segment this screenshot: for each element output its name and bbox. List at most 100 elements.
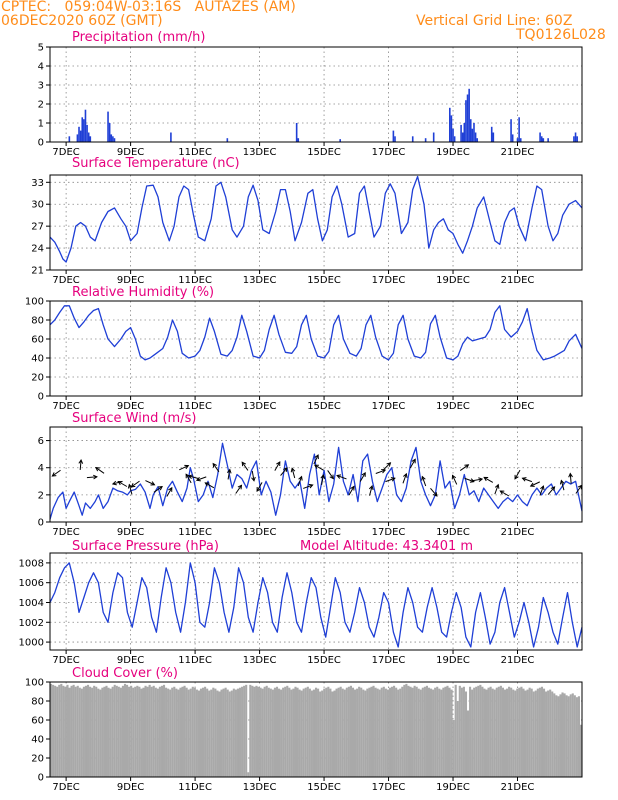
cloud-bar [222,688,225,777]
precip-bar [573,136,575,142]
wind-arrow-shaft [256,482,263,492]
cloud-bar [93,685,96,777]
wind-arrow-shaft [291,468,296,479]
precip-bar [424,138,427,142]
wind-arrow-head [329,474,334,480]
precip-bar [107,111,109,142]
cloud-bar [508,686,511,777]
cloud-bar [442,687,445,777]
wind-arrow-head [237,484,243,490]
cloud-bar [382,686,385,777]
wind-arrow-head [256,487,261,492]
cloud-bar [317,688,320,777]
y-tick-label: 21 [31,266,44,277]
cloud-bar [327,686,330,777]
cloud-bar [376,688,379,777]
wind-arrow-head [320,473,326,479]
cloud-bar [401,686,404,777]
cloud-bar [530,688,533,777]
pres-frame [49,552,583,651]
wind-arrow-head [478,477,484,482]
wind-arrow [51,469,61,477]
cloud-bar [115,685,118,777]
precip-bar [84,109,87,142]
model-code: TQ0126L028 [516,27,606,43]
cloud-bar [95,686,98,777]
x-tick-label: 21DEC [501,147,535,158]
x-tick-label: 19DEC [436,655,470,666]
cloud-bar [292,688,295,777]
wind-arrow [336,474,347,480]
x-tick-label: 15DEC [307,275,341,286]
wind-arrow-head [368,484,374,490]
cloud-bar [130,685,133,777]
wind-arrow-shaft [117,481,128,487]
wind-arrow-shaft [321,474,324,485]
wind-arrow [145,480,156,486]
cloud-bar [483,688,486,777]
cloud-bar [206,688,209,777]
cloud-bar [64,686,67,777]
y-tick-label: 20 [31,754,44,765]
x-tick-label: 7DEC [52,655,79,666]
rh-panel: 0 20 40 60 80 100 7DEC 9DEC 11DEC 13DEC 15DEC 17DEC… [25,285,583,412]
cloud-bar [181,686,184,777]
cloud-bar [253,686,256,777]
cloud-bar [109,688,112,777]
cloud-bar [142,687,145,777]
wind-arrow-head [212,462,217,468]
wind-arrow-shaft [409,459,416,469]
cloud-bar [545,691,548,777]
precip-bar [469,119,472,142]
wind-arrow [359,471,366,482]
cloud-bar [255,685,258,777]
precip-bar [450,115,453,142]
cloud-bar [101,687,104,777]
cloud-bar [234,689,237,777]
wind-arrow-head [226,468,232,474]
cloud-bar [76,685,79,777]
wind-arrow-head [550,486,556,491]
model-altitude-note: Model Altitude: 43.3401 m [300,539,473,554]
cloud-bar [78,687,81,777]
rh-frame [49,300,583,397]
precip-bar [473,123,475,142]
cloud-bar [214,688,217,777]
x-tick-label: 19DEC [436,401,470,412]
wind-arrow-shaft [79,459,82,471]
x-tick-label: 21DEC [501,401,535,412]
cloud-bar [300,690,303,777]
cloud-bar [224,687,227,777]
precip-title: Precipitation (mm/h) [72,30,205,45]
precip-bar [170,132,172,142]
cloud-bar [298,689,301,777]
cloud-bar [167,688,170,777]
wind-arrow-head [421,475,426,481]
cloud-bar [144,685,147,777]
wind-arrow-shaft [227,469,231,480]
wind-arrow-shaft [327,470,334,479]
cloud-bar [183,685,186,777]
cloud-bar [335,688,338,777]
cloud-bar [559,694,562,777]
precip-bar [411,136,414,142]
x-tick-label: 13DEC [243,527,277,538]
y-tick-label: 2 [38,100,44,111]
wind-arrow-head [51,472,57,477]
y-tick-label: 1004 [19,598,44,609]
wind-arrow [559,479,565,491]
cloud-bar [469,686,472,777]
wind-arrow-head [111,480,117,486]
wind-arrow-shaft [336,475,347,480]
x-tick-label: 13DEC [243,655,277,666]
x-tick-label: 9DEC [117,782,144,793]
cloud-bar [436,686,439,777]
cloud-bar [249,684,252,777]
y-tick-label: 30 [31,200,44,211]
wind-arrow [226,468,232,480]
cloud-bar [497,686,500,777]
wind-arrow-head [529,482,535,487]
wind-arrow [320,473,326,485]
cloud-bar [419,689,422,777]
